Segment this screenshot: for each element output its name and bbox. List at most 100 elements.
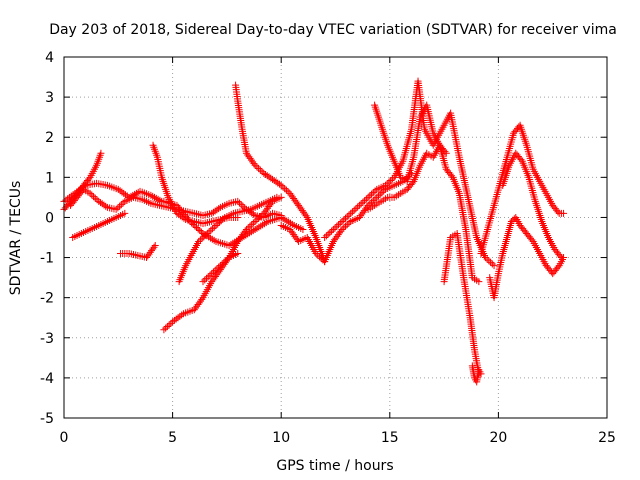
- data-point: [423, 149, 431, 157]
- interpolated-point: [149, 192, 157, 200]
- interpolated-point: [369, 189, 377, 197]
- series-arc-11: [232, 81, 329, 266]
- data-point: [429, 129, 437, 137]
- interpolated-point: [239, 202, 247, 210]
- interpolated-point: [279, 183, 287, 191]
- data-point: [234, 238, 242, 246]
- interpolated-point: [441, 148, 449, 156]
- data-point: [455, 153, 463, 161]
- data-point: [490, 262, 498, 270]
- interpolated-point: [387, 177, 395, 185]
- interpolated-point: [528, 236, 536, 244]
- data-point: [460, 274, 468, 282]
- interpolated-point: [368, 198, 376, 206]
- data-point: [499, 181, 507, 189]
- data-point: [173, 209, 181, 217]
- data-point: [505, 161, 513, 169]
- data-point: [264, 197, 272, 205]
- data-point: [158, 173, 166, 181]
- data-point: [436, 141, 444, 149]
- interpolated-point: [191, 222, 199, 230]
- interpolated-point: [335, 221, 343, 229]
- data-point: [212, 238, 220, 246]
- interpolated-point: [172, 315, 180, 323]
- interpolated-point: [250, 160, 258, 168]
- data-point: [421, 125, 429, 133]
- data-point: [455, 189, 463, 197]
- interpolated-point: [118, 188, 126, 196]
- interpolated-point: [194, 225, 202, 233]
- y-tick-label: -5: [40, 411, 54, 427]
- interpolated-point: [220, 258, 228, 266]
- interpolated-point: [176, 205, 184, 213]
- y-tick-label: 3: [45, 90, 54, 106]
- x-tick-label: 20: [489, 430, 507, 446]
- x-tick-label: 5: [168, 430, 177, 446]
- data-point: [555, 262, 563, 270]
- data-point: [414, 77, 422, 85]
- series-arc-16: [440, 229, 483, 378]
- interpolated-point: [331, 224, 339, 232]
- data-point: [86, 173, 94, 181]
- data-point: [529, 165, 537, 173]
- data-point: [538, 217, 546, 225]
- data-point: [251, 161, 259, 169]
- data-point: [179, 310, 187, 318]
- interpolated-point: [348, 208, 356, 216]
- interpolated-point: [447, 172, 455, 180]
- interpolated-point: [408, 179, 416, 187]
- data-point: [225, 199, 233, 207]
- data-point: [190, 306, 198, 314]
- data-point: [238, 125, 246, 133]
- data-point: [544, 234, 552, 241]
- data-point: [542, 189, 550, 197]
- interpolated-point: [119, 199, 127, 207]
- data-point: [67, 201, 75, 209]
- y-tick-label: 1: [45, 170, 54, 186]
- interpolated-point: [192, 223, 200, 231]
- data-point: [423, 101, 431, 109]
- grid: [64, 57, 607, 418]
- interpolated-point: [361, 197, 369, 205]
- data-point: [303, 213, 311, 221]
- series-arc-14: [371, 101, 483, 286]
- interpolated-point: [174, 314, 182, 322]
- data-point: [186, 217, 194, 225]
- data-point: [529, 238, 537, 246]
- series-arc-20: [499, 149, 565, 262]
- interpolated-point: [314, 251, 322, 259]
- interpolated-point: [383, 180, 391, 188]
- interpolated-point: [345, 219, 353, 227]
- data-point: [97, 149, 105, 157]
- data-point: [143, 254, 151, 262]
- interpolated-point: [170, 316, 178, 324]
- data-point: [208, 270, 216, 278]
- data-point: [147, 199, 155, 207]
- data-point: [403, 177, 411, 185]
- interpolated-point: [326, 229, 334, 237]
- interpolated-point: [219, 215, 227, 223]
- interpolated-point: [554, 263, 562, 271]
- interpolated-point: [554, 208, 562, 216]
- data-point: [371, 101, 379, 109]
- data-point: [373, 193, 381, 201]
- interpolated-point: [152, 194, 160, 202]
- interpolated-point: [369, 197, 377, 205]
- data-point: [468, 274, 476, 282]
- data-point: [95, 221, 103, 229]
- data-point: [390, 157, 398, 165]
- data-point: [531, 197, 539, 205]
- data-point: [103, 181, 111, 189]
- interpolated-point: [352, 205, 360, 213]
- data-point: [216, 262, 224, 270]
- data-point: [116, 250, 124, 258]
- y-tick-label: 0: [45, 210, 54, 226]
- interpolated-point: [62, 196, 70, 204]
- interpolated-point: [324, 230, 332, 238]
- data-point: [449, 173, 457, 181]
- interpolated-point: [376, 190, 384, 198]
- interpolated-point: [253, 216, 261, 224]
- data-point: [112, 213, 120, 221]
- data-point: [147, 191, 155, 199]
- data-point: [329, 238, 337, 246]
